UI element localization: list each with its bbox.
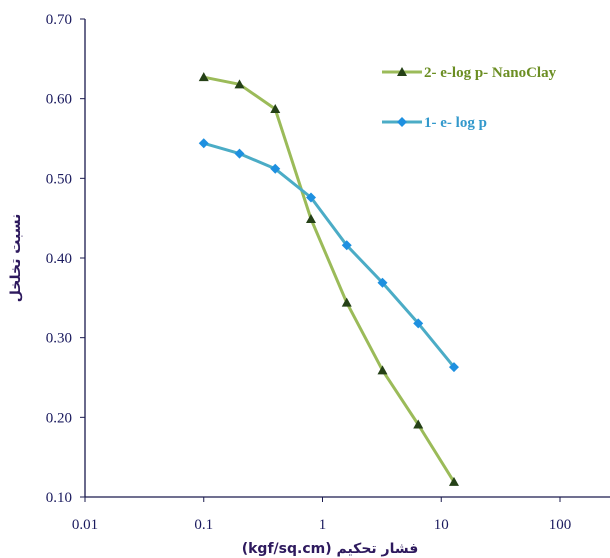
series-1: [198, 72, 459, 486]
data-point: [341, 240, 352, 251]
y-tick-label: 0.40: [46, 251, 72, 267]
y-tick-label: 0.10: [46, 490, 72, 506]
data-point: [413, 318, 424, 329]
data-point: [234, 148, 245, 159]
y-tick-label: 0.30: [46, 331, 72, 347]
legend-item-2: 1- e- log p: [382, 115, 487, 131]
y-tick-label: 0.50: [46, 171, 72, 187]
data-point: [270, 163, 281, 174]
axes: 0.10 0.20 0.30 0.40 0.50 0.60 0.70 0.01 0.1 1 10 10…: [46, 12, 610, 533]
x-tick-label: 100: [549, 517, 572, 533]
y-axis-title: نسبت تخلخل: [8, 214, 24, 303]
data-point: [448, 362, 459, 373]
legend-label: 1- e- log p: [424, 115, 487, 131]
legend: 2- e-log p- NanoClay 1- e- log p: [382, 65, 557, 131]
data-point: [377, 277, 388, 288]
series-layer: [198, 72, 459, 486]
y-tick-label: 0.70: [46, 12, 72, 28]
data-point: [270, 104, 281, 114]
data-point: [234, 79, 245, 89]
data-point: [305, 192, 316, 203]
data-point: [198, 72, 209, 82]
legend-swatch-marker: [397, 117, 407, 127]
data-point: [305, 213, 316, 223]
series-2: [198, 138, 459, 373]
x-axis-title: فشار تحکیم (kgf/sq.cm): [242, 541, 419, 557]
data-point: [448, 476, 459, 486]
x-tick-label: 1: [319, 517, 327, 533]
legend-label: 2- e-log p- NanoClay: [424, 65, 557, 81]
series-line: [203, 141, 456, 369]
series-line: [203, 75, 456, 483]
legend-swatch-marker: [397, 67, 407, 76]
y-tick-label: 0.20: [46, 410, 72, 426]
data-point: [341, 297, 352, 307]
data-point: [377, 365, 388, 375]
x-tick-label: 0.01: [72, 517, 98, 533]
x-tick-label: 0.1: [194, 517, 213, 533]
data-point: [413, 419, 424, 429]
x-tick-label: 10: [434, 517, 449, 533]
data-point: [198, 138, 209, 149]
legend-item-1: 2- e-log p- NanoClay: [382, 65, 557, 81]
y-tick-label: 0.60: [46, 92, 72, 108]
